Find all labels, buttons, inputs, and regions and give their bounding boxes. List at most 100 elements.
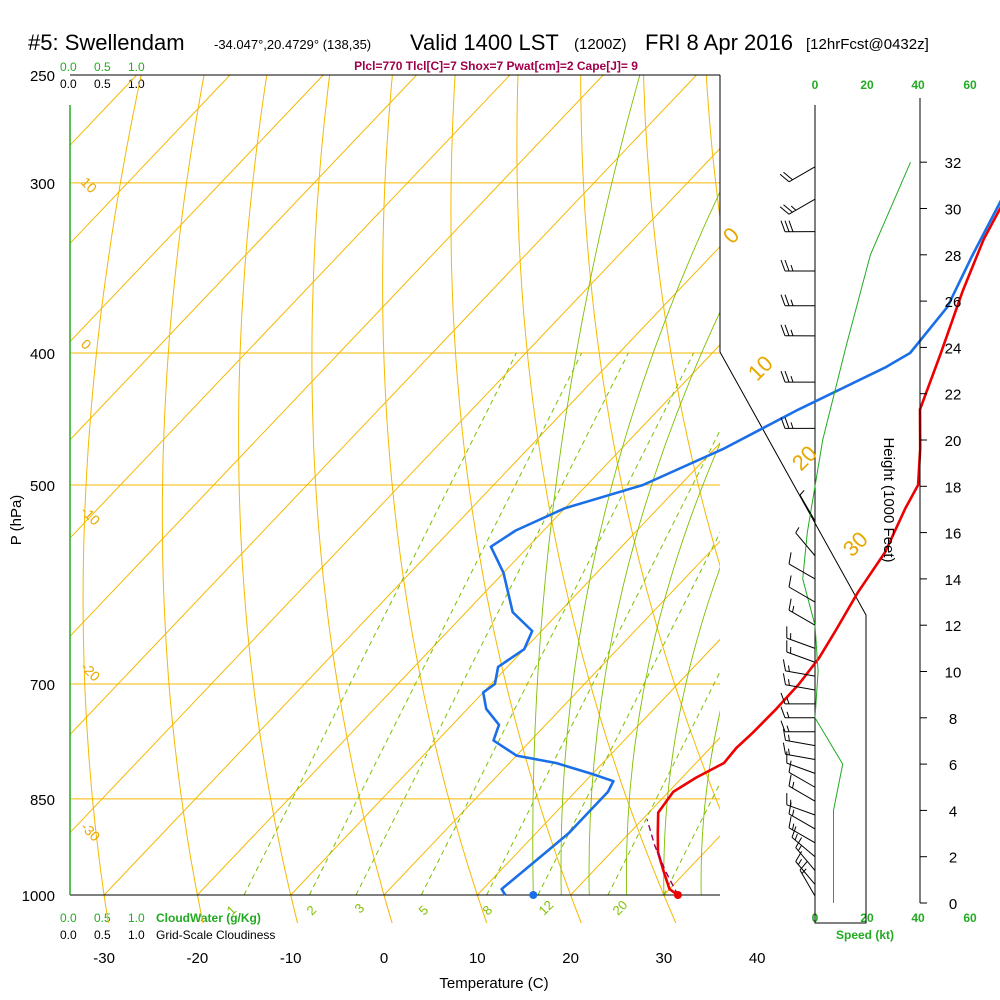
mixing-ratio-line: [355, 352, 629, 896]
wind-barb-half-flag: [790, 205, 797, 211]
wind-barb-staff: [785, 684, 816, 691]
wind-barb: [786, 640, 816, 663]
height-tick-label: 6: [949, 757, 957, 774]
sounding-series: [69, 105, 1000, 903]
plot-area-lines: [70, 75, 720, 923]
wind-barb-flag: [784, 417, 790, 429]
wind-barb-staff: [788, 563, 816, 580]
wind-barb-half-flag: [786, 697, 790, 705]
moist-adiabat-line: [532, 75, 641, 896]
height-tick-label: 24: [945, 340, 962, 357]
wind-barb-flag: [788, 816, 792, 828]
isotherm-line: [70, 75, 604, 637]
wind-barb-staff: [786, 651, 816, 663]
height-axis-title: Height (1000 Feet): [880, 437, 897, 562]
wind-barb: [788, 802, 816, 830]
wind-barb-flag: [782, 673, 786, 685]
wind-barb: [780, 220, 816, 233]
mixing-ratio-line: [537, 531, 720, 896]
speed-bottom-20: 20: [860, 911, 874, 925]
wind-barb-half-flag: [799, 489, 805, 496]
cloudwater-label: CloudWater (g/Kg): [156, 911, 261, 925]
wind-barb-half-flag: [790, 329, 794, 336]
dry-adiabat-line: [580, 75, 720, 811]
dewpoint-line: [481, 199, 1000, 896]
moist-adiabat-line: [663, 567, 720, 896]
pressure-tick-label: 850: [30, 792, 55, 809]
wind-barb-half-flag: [794, 833, 798, 841]
height-tick-label: 22: [945, 387, 962, 404]
wind-barb-staff: [788, 785, 816, 802]
surface-temperature-dot: [673, 891, 682, 899]
wind-barb-flag: [780, 324, 786, 336]
wind-barb-flag: [799, 860, 808, 871]
isotherm-line: [103, 245, 720, 896]
mixing-ratio-line: [243, 352, 517, 896]
wind-barb-flag: [791, 826, 797, 838]
wind-barb-flag: [779, 206, 790, 215]
wind-barb: [788, 774, 816, 802]
dry-adiabat-line: [516, 75, 677, 923]
wind-barb-half-flag: [797, 845, 803, 851]
wind-barb-staff: [786, 637, 816, 649]
wind-barb-half-flag: [788, 748, 790, 756]
wind-barb-staff: [788, 771, 816, 788]
bottom-green-0: 0.0: [60, 911, 77, 925]
wind-barb-flag: [780, 294, 786, 306]
wind-barb-flag: [784, 220, 790, 232]
temperature-tick-label: 10: [469, 950, 486, 967]
speed-top-60: 60: [963, 78, 977, 92]
forecast-date: FRI 8 Apr 2016: [645, 30, 793, 55]
wind-barb: [780, 294, 816, 307]
wind-barb: [788, 816, 816, 844]
wind-barb-staff: [788, 198, 816, 215]
wind-barb-half-flag: [792, 809, 795, 817]
height-tick-label: 18: [945, 479, 962, 496]
isotherm-line: [290, 442, 720, 896]
isotherm-line: [70, 75, 324, 343]
height-tick-label: 14: [945, 572, 962, 589]
wind-barb-half-flag: [788, 734, 790, 742]
mixing-ratio-label: 12: [536, 897, 557, 918]
wind-barb: [791, 826, 816, 858]
height-tick-label: 16: [945, 526, 962, 543]
speed-top-0: 0: [812, 78, 819, 92]
wind-barb-flag: [782, 659, 786, 671]
wind-barb: [780, 370, 816, 383]
dry-adiabat-line: [238, 75, 298, 923]
height-tick-label: 26: [945, 294, 962, 311]
height-tick-label: 10: [945, 665, 962, 682]
wind-barb: [780, 720, 816, 733]
wind-barb-flag: [780, 706, 786, 718]
wind-barb-staff: [788, 166, 816, 183]
wind-barb-flag: [782, 728, 786, 741]
wind-barb: [799, 489, 816, 522]
wind-barb-staff: [786, 804, 816, 816]
wind-barb-flag: [784, 294, 790, 306]
wind-barb-flag: [780, 259, 786, 272]
wind-barb-half-flag: [792, 823, 795, 830]
wind-barb-half-flag: [790, 299, 794, 306]
bottom-black-2: 1.0: [128, 928, 145, 942]
bottom-black-0: 0.0: [60, 928, 77, 942]
wind-barb-staff: [785, 753, 816, 760]
pressure-tick-label: 700: [30, 677, 55, 694]
dry-adiabat-line: [705, 75, 720, 222]
station-title: #5: Swellendam: [28, 30, 185, 55]
forecast-info: [12hrFcst@0432z]: [806, 36, 929, 53]
top-black-0: 0.0: [60, 77, 77, 91]
pressure-tick-label: 250: [30, 68, 55, 85]
wind-barb-staff: [795, 847, 816, 871]
wind-barb-staff: [785, 739, 816, 747]
wind-barb: [782, 728, 816, 747]
height-tick-label: 28: [945, 248, 962, 265]
wind-barb-half-flag: [792, 605, 795, 613]
isotherm-label: -30: [78, 819, 104, 845]
wind-barb-flag: [780, 692, 786, 705]
surface-dewpoint-dot: [529, 891, 538, 899]
temperature-tick-label: 40: [749, 950, 766, 967]
wind-barb: [788, 552, 816, 580]
speed-top-40: 40: [911, 78, 925, 92]
cloudiness-label: Grid-Scale Cloudiness: [156, 928, 275, 942]
